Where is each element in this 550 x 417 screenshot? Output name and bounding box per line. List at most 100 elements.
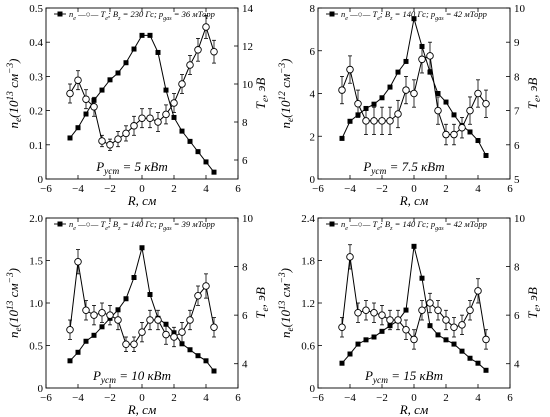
x-tick-label: −6 — [312, 392, 324, 404]
data-point-te — [346, 65, 354, 74]
x-tick-label: −2 — [104, 392, 116, 404]
x-tick-label: −4 — [344, 392, 356, 404]
data-point-te — [362, 306, 370, 315]
x-tick-label: 2 — [443, 183, 449, 195]
data-point-te — [162, 110, 170, 119]
y-left-tick-label: 8 — [310, 3, 316, 15]
x-tick-label: 0 — [411, 392, 417, 404]
y-left-tick-label: 1.8 — [301, 256, 315, 268]
legend: ne —○— Te; Bz = 140 Гс; pgas = 42 мТорр — [326, 9, 487, 22]
data-point-te — [482, 335, 490, 344]
data-point-ne — [339, 360, 345, 366]
data-point-te — [402, 325, 410, 334]
y-right-tick-label: 6 — [514, 310, 520, 322]
data-point-te — [186, 61, 194, 69]
data-point-te — [66, 325, 74, 334]
data-point-te — [90, 103, 98, 111]
x-tick-label: −2 — [104, 183, 116, 195]
y-left-tick-label: 0 — [38, 383, 44, 395]
legend: ne —○— Te; Bz = 230 Гс; pgas = 36 мТорр — [54, 9, 215, 22]
y-left-tick-label: 2 — [310, 131, 316, 143]
data-point-te — [394, 110, 402, 118]
x-tick-label: 4 — [475, 183, 481, 195]
data-point-ne — [179, 341, 185, 347]
data-point-ne — [91, 332, 97, 338]
data-point-te — [106, 141, 114, 149]
chart-panel-4: −6 −4 −2 0 2 4 6 0 0.6 1.2 1.8 2.4 4 6 8 10 R, см ne(1013… — [278, 213, 543, 417]
data-point-ne — [83, 338, 89, 344]
y-right-tick-label: 12 — [242, 41, 253, 53]
data-point-te — [114, 316, 122, 324]
data-point-te — [194, 46, 202, 54]
data-point-te — [194, 291, 202, 300]
x-tick-label: 4 — [203, 392, 209, 404]
data-point-te — [98, 137, 106, 145]
x-axis-label: R, см — [399, 402, 429, 417]
x-tick-label: −6 — [40, 183, 52, 195]
data-point-ne — [83, 111, 89, 117]
x-tick-label: 0 — [139, 183, 145, 195]
data-point-te — [418, 306, 426, 315]
data-point-ne — [467, 355, 473, 361]
data-point-te — [434, 106, 442, 115]
data-point-ne — [195, 149, 201, 155]
y-left-tick-label: 0.2 — [29, 106, 43, 118]
data-point-ne — [435, 332, 441, 338]
data-point-te — [114, 135, 122, 143]
y-left-tick-label: 0 — [310, 174, 316, 186]
x-tick-label: 0 — [139, 392, 145, 404]
y-right-tick-label: 8 — [242, 262, 248, 274]
data-point-te — [186, 316, 194, 324]
data-point-te — [466, 306, 474, 315]
data-point-ne — [187, 138, 193, 144]
data-point-ne — [147, 292, 153, 297]
x-tick-label: 6 — [507, 183, 513, 195]
data-point-te — [138, 328, 146, 336]
data-point-ne — [99, 87, 105, 93]
y-left-axis-label: ne(1013 см−3) — [6, 268, 24, 338]
data-point-ne — [451, 341, 457, 347]
legend-marker-ne — [329, 221, 335, 227]
data-point-te — [74, 76, 82, 84]
x-tick-label: −6 — [312, 183, 324, 195]
data-point-te — [106, 311, 114, 319]
y-right-tick-label: 8 — [514, 262, 520, 274]
y-left-tick-label: 0.5 — [29, 341, 43, 353]
data-point-te — [154, 316, 162, 324]
legend: ne —○— Te; Bz = 140 Гс; pgas = 39 мТорр — [54, 219, 215, 232]
data-point-te — [138, 114, 146, 122]
x-axis-label: R, см — [127, 402, 157, 417]
data-point-ne — [211, 169, 217, 175]
data-point-te — [130, 340, 138, 349]
data-point-ne — [443, 337, 449, 343]
data-point-ne — [387, 84, 393, 90]
data-point-ne — [371, 334, 377, 340]
legend-marker-ne — [57, 221, 63, 227]
y-right-axis-label: Te, эВ — [253, 78, 271, 110]
data-point-te — [354, 100, 362, 108]
data-point-te — [378, 117, 386, 125]
y-left-tick-label: 0.6 — [301, 341, 315, 353]
data-point-ne — [339, 135, 345, 141]
data-point-te — [82, 95, 90, 103]
x-tick-label: 6 — [507, 392, 513, 404]
plot-frame — [317, 217, 511, 389]
data-point-te — [442, 130, 450, 139]
x-axis-label: R, см — [399, 193, 429, 208]
data-point-ne — [115, 70, 121, 76]
data-point-ne — [107, 77, 113, 83]
x-tick-label: −2 — [376, 392, 388, 404]
data-point-te — [426, 299, 434, 307]
y-right-tick-label: 10 — [514, 3, 526, 15]
data-point-ne — [475, 360, 481, 366]
data-point-ne — [379, 328, 385, 334]
data-point-te — [386, 117, 394, 125]
data-point-te — [410, 89, 418, 98]
data-point-te — [210, 323, 218, 332]
data-point-ne — [451, 112, 457, 118]
data-point-ne — [379, 95, 385, 101]
y-right-tick-label: 4 — [242, 359, 248, 371]
chart-panel-1: −6 −4 −2 0 2 4 6 0 0.1 0.2 0.3 0.4 0.5 6 8 10 12 14 R, см n… — [6, 3, 271, 208]
x-tick-label: −4 — [72, 392, 84, 404]
